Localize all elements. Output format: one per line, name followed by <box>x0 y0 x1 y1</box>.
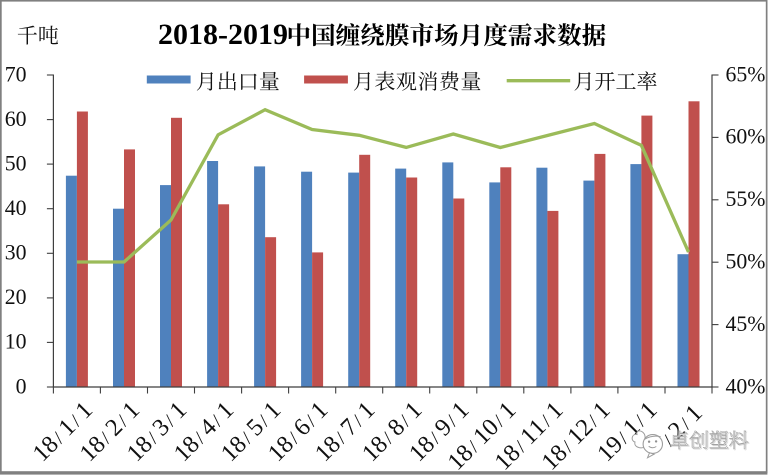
svg-text:18/5/1: 18/5/1 <box>216 397 287 468</box>
svg-text:30: 30 <box>5 241 27 265</box>
svg-text:65%: 65% <box>726 62 766 86</box>
svg-text:60%: 60% <box>726 125 766 149</box>
svg-text:40: 40 <box>5 196 27 220</box>
svg-text:2018-2019: 2018-2019 <box>158 18 288 51</box>
svg-text:10: 10 <box>5 330 27 354</box>
svg-text:0: 0 <box>16 374 27 398</box>
svg-text:20: 20 <box>5 285 27 309</box>
svg-text:60: 60 <box>5 107 27 131</box>
svg-text:50: 50 <box>5 151 27 175</box>
svg-text:70: 70 <box>5 62 27 86</box>
svg-text:55%: 55% <box>726 187 766 211</box>
svg-text:40%: 40% <box>726 374 766 398</box>
svg-text:45%: 45% <box>726 312 766 336</box>
svg-text:50%: 50% <box>726 250 766 274</box>
